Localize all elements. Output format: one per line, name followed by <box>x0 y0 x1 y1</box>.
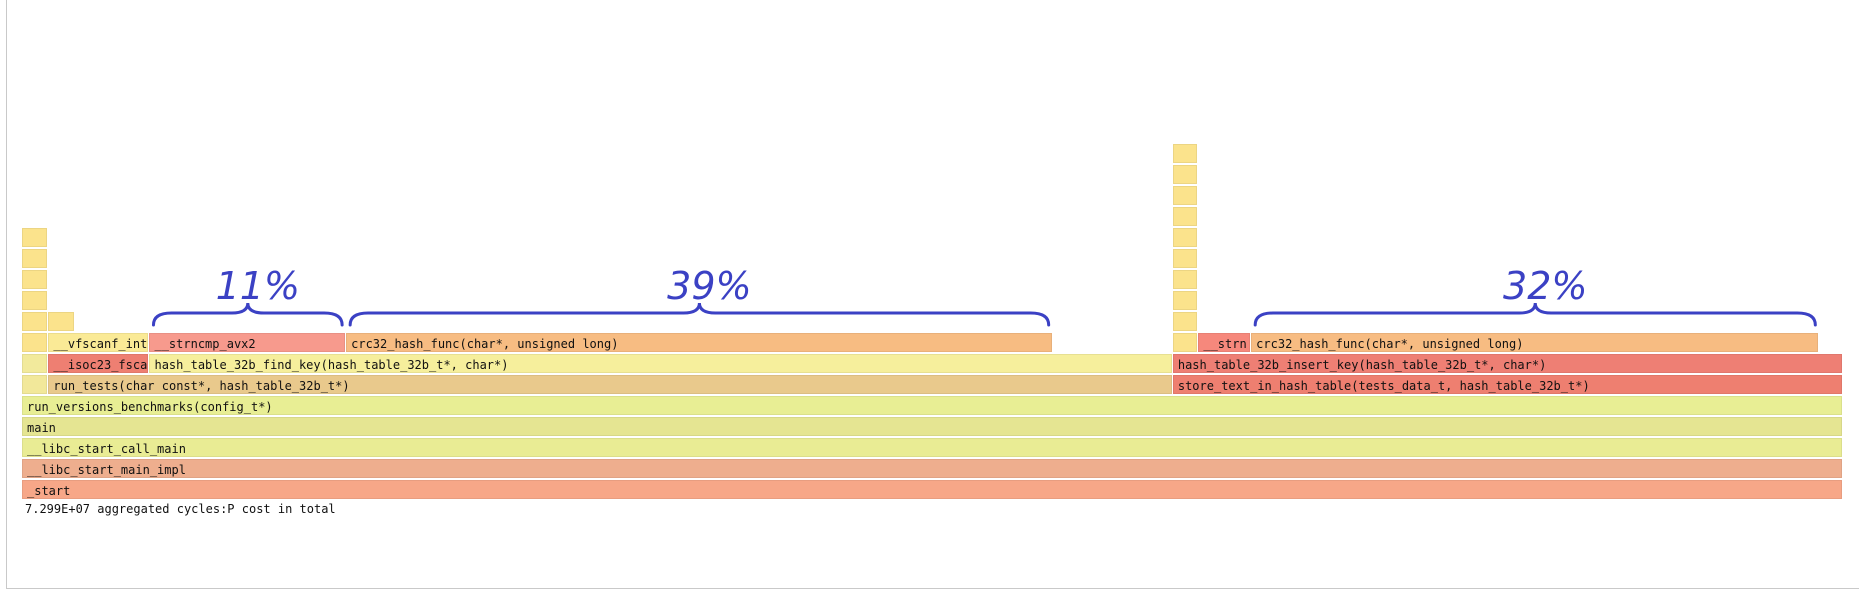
flamegraph-panel <box>6 0 1859 589</box>
flame-frame[interactable] <box>22 228 48 247</box>
flame-frame[interactable] <box>1172 228 1198 247</box>
flame-frame-label: hash_table_32b_insert_key(hash_table_32b… <box>1177 358 1547 372</box>
flame-frame[interactable]: run_versions_benchmarks(config_t*) <box>22 396 1842 415</box>
flame-frame[interactable] <box>48 312 74 331</box>
flame-frame[interactable] <box>22 354 48 373</box>
percent-annotation: 11% <box>216 264 300 308</box>
flame-frame[interactable]: run_tests(char const*, hash_table_32b_t*… <box>48 375 1172 394</box>
flame-frame[interactable] <box>22 333 48 352</box>
brace-annotation <box>348 302 1051 327</box>
flame-frame-label: store_text_in_hash_table(tests_data_t, h… <box>1177 379 1590 393</box>
flame-frame[interactable]: __libc_start_call_main <box>22 438 1842 457</box>
flame-frame[interactable] <box>1172 291 1198 310</box>
flame-frame-label: run_versions_benchmarks(config_t*) <box>27 400 273 414</box>
flame-frame[interactable]: _start <box>22 480 1842 499</box>
flame-frame[interactable]: crc32_hash_func(char*, unsigned long) <box>346 333 1052 352</box>
flame-frame[interactable] <box>1172 207 1198 226</box>
flame-frame[interactable] <box>1172 165 1198 184</box>
percent-annotation: 32% <box>1503 264 1587 308</box>
flame-frame[interactable] <box>1172 333 1198 352</box>
flame-frame[interactable]: __vfscanf_int <box>48 333 149 352</box>
flame-frame[interactable] <box>1172 270 1198 289</box>
flame-frame-label: __isoc23_fsca <box>53 358 148 372</box>
flame-frame[interactable]: __isoc23_fsca <box>48 354 149 373</box>
flame-frame-label: __strn <box>1203 337 1247 351</box>
flame-frame[interactable] <box>22 249 48 268</box>
flame-frame-label: crc32_hash_func(char*, unsigned long) <box>351 337 619 351</box>
flame-frame[interactable] <box>22 291 48 310</box>
flame-frame-label: crc32_hash_func(char*, unsigned long) <box>1256 337 1524 351</box>
flame-frame[interactable]: main <box>22 417 1842 436</box>
flame-frame[interactable]: hash_table_32b_find_key(hash_table_32b_t… <box>149 354 1172 373</box>
flame-frame-label: __libc_start_call_main <box>27 442 186 456</box>
flame-frame[interactable]: __strncmp_avx2 <box>149 333 346 352</box>
flame-frame[interactable] <box>1172 312 1198 331</box>
brace-annotation <box>1253 302 1817 327</box>
flame-frame[interactable]: __libc_start_main_impl <box>22 459 1842 478</box>
percent-annotation: 39% <box>667 264 751 308</box>
flame-frame[interactable] <box>22 270 48 289</box>
flame-frame-label: hash_table_32b_find_key(hash_table_32b_t… <box>154 358 509 372</box>
brace-annotation <box>151 302 344 327</box>
flame-frame-label: __libc_start_main_impl <box>27 463 186 477</box>
flame-frame-label: __vfscanf_int <box>53 337 148 351</box>
flame-frame[interactable]: __strn <box>1198 333 1251 352</box>
flame-frame-label: main <box>27 421 56 435</box>
flame-frame[interactable] <box>1172 144 1198 163</box>
flame-frame[interactable] <box>22 312 48 331</box>
flame-frame[interactable] <box>1172 249 1198 268</box>
flame-frame-label: _start <box>27 484 71 498</box>
total-cost-label: 7.299E+07 aggregated cycles:P cost in to… <box>25 502 336 516</box>
flame-frame[interactable]: store_text_in_hash_table(tests_data_t, h… <box>1172 375 1842 394</box>
flame-frame[interactable] <box>1172 186 1198 205</box>
flame-frame-label: run_tests(char const*, hash_table_32b_t*… <box>53 379 350 393</box>
flame-frame[interactable]: crc32_hash_func(char*, unsigned long) <box>1251 333 1819 352</box>
flame-frame[interactable] <box>22 375 48 394</box>
flame-frame[interactable]: hash_table_32b_insert_key(hash_table_32b… <box>1172 354 1842 373</box>
flame-frame-label: __strncmp_avx2 <box>154 337 256 351</box>
